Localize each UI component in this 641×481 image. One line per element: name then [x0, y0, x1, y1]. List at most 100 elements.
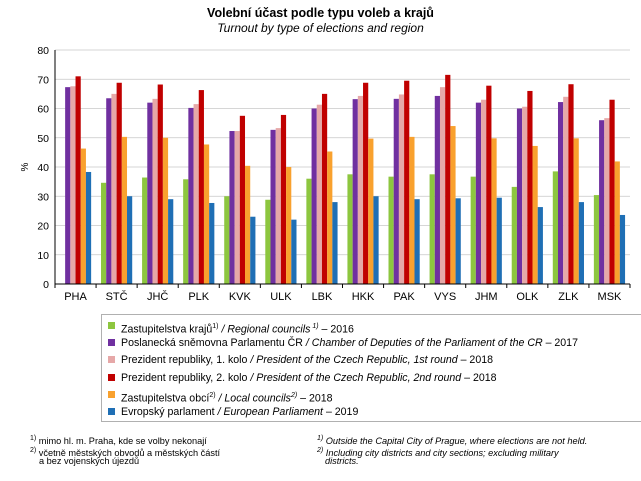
bar [434, 95, 440, 284]
footnote-cz-2-cont: a bez vojenských újezdů [39, 456, 140, 466]
bar [599, 120, 605, 284]
legend-swatch [108, 322, 115, 329]
axes [54, 50, 631, 288]
x-tick-label: KVK [229, 291, 252, 303]
bar [604, 118, 610, 284]
bar [527, 90, 533, 284]
legend-label: Prezident republiky, 1. kolo / President… [121, 352, 493, 369]
legend-label-part: – 2017 [542, 337, 578, 350]
bar [193, 104, 199, 284]
bar [363, 82, 369, 284]
legend-label-part: – 2018 [297, 392, 333, 405]
x-tick-label: PHA [64, 291, 87, 303]
bar [516, 108, 523, 284]
bar [470, 176, 476, 284]
bar [106, 98, 112, 284]
y-tick-label: 30 [37, 191, 49, 203]
tick-labels: 0 10 20 30 40 50 60 70 80 PHA STČ JHČ PLK KVK ULK LBK HK… [37, 45, 622, 303]
bar [393, 98, 399, 284]
legend-label-part: Zastupitelstva obcí [121, 392, 210, 405]
bar [532, 145, 538, 284]
bar [445, 74, 451, 284]
legend-swatch [108, 373, 115, 381]
legend-swatch [108, 339, 115, 347]
legend-label-part: President of the Czech Republic, 2nd rou… [256, 371, 462, 384]
bar [316, 104, 322, 284]
bar [593, 195, 600, 284]
x-tick-label: JHČ [147, 290, 168, 303]
legend-label-part: / [247, 354, 257, 367]
legend-label-part: / [218, 323, 228, 336]
bar [327, 151, 333, 284]
bar [116, 82, 122, 284]
bar [162, 137, 169, 284]
bar [475, 102, 482, 285]
bar [85, 171, 92, 284]
y-tick-label: 60 [37, 104, 49, 116]
bar [486, 85, 492, 284]
bar [573, 138, 579, 284]
y-tick-label: 10 [37, 250, 49, 262]
bar [280, 114, 287, 284]
bar [557, 102, 564, 284]
bar [578, 202, 584, 284]
bar [409, 136, 415, 284]
legend-label: Poslanecká sněmovna Parlamentu ČR / Cham… [121, 335, 578, 352]
legend-label: Zastupitelstva obcí2) / Local councils2)… [121, 387, 333, 408]
bar [65, 87, 71, 285]
bar [614, 161, 620, 284]
x-tick-label: OLK [516, 291, 539, 303]
y-tick-label: 70 [37, 74, 49, 86]
bar [209, 202, 215, 284]
bar [80, 148, 86, 284]
x-tick-label: ZLK [558, 291, 579, 303]
legend-label-part: / [247, 371, 257, 384]
bar [203, 144, 210, 284]
bar [127, 196, 133, 284]
footnote-en-2: 2) Including city districts and city sec… [317, 445, 559, 459]
legend-label-part: 1) [310, 323, 319, 330]
bar [491, 138, 497, 284]
bar [373, 196, 379, 284]
bar [511, 186, 517, 284]
footnote-mark: 1) [30, 435, 37, 442]
chart-title: Volební účast podle typu voleb a krajů [207, 6, 434, 20]
x-tick-label: MSK [598, 291, 623, 303]
legend-label-part: Chamber of Deputies of the Parliament of… [311, 337, 543, 350]
legend-label: Prezident republiky, 2. kolo / President… [121, 370, 497, 387]
x-tick-label: JHM [475, 291, 498, 303]
bar [414, 199, 420, 284]
bar [168, 199, 174, 284]
footnote-en-2-cont: districts. [325, 456, 359, 467]
bar [439, 87, 446, 285]
legend-label-part: Zastupitelstva krajů [121, 323, 213, 336]
footnote-text: Including city districts and city sectio… [323, 448, 559, 459]
footnote-mark: 1) [317, 435, 324, 442]
bar [245, 165, 251, 284]
bar [147, 102, 153, 285]
bar [239, 115, 246, 284]
legend-swatch [108, 408, 115, 415]
bar [275, 128, 281, 284]
bar [321, 93, 328, 284]
bar [75, 76, 81, 284]
x-tick-label: HKK [352, 291, 375, 303]
footnote-cz-1: 1) mimo hl. m. Praha, kde se volby nekon… [30, 433, 207, 447]
legend-label-part: 1) [212, 323, 219, 330]
bar [101, 182, 107, 284]
footnote-text: mimo hl. m. Praha, kde se volby nekonají [36, 436, 207, 447]
bar [111, 93, 117, 284]
legend-label-part: Local councils [224, 392, 291, 405]
legend-label: Zastupitelstva krajů1) / Regional counci… [121, 318, 354, 339]
legend-label-part: – 2018 [457, 354, 494, 367]
bar [481, 99, 487, 284]
bar [496, 197, 502, 284]
legend-label-part: European Parliament [223, 406, 323, 418]
bar [234, 131, 240, 284]
footnote-cz-2: 2) včetně městských obvodů a městských č… [30, 445, 220, 459]
bar [265, 199, 271, 284]
legend-label-part: / [215, 392, 225, 405]
bar [332, 202, 338, 284]
legend-label-part: Prezident republiky, 2. kolo [121, 371, 248, 384]
legend-label-part: / [214, 406, 224, 418]
